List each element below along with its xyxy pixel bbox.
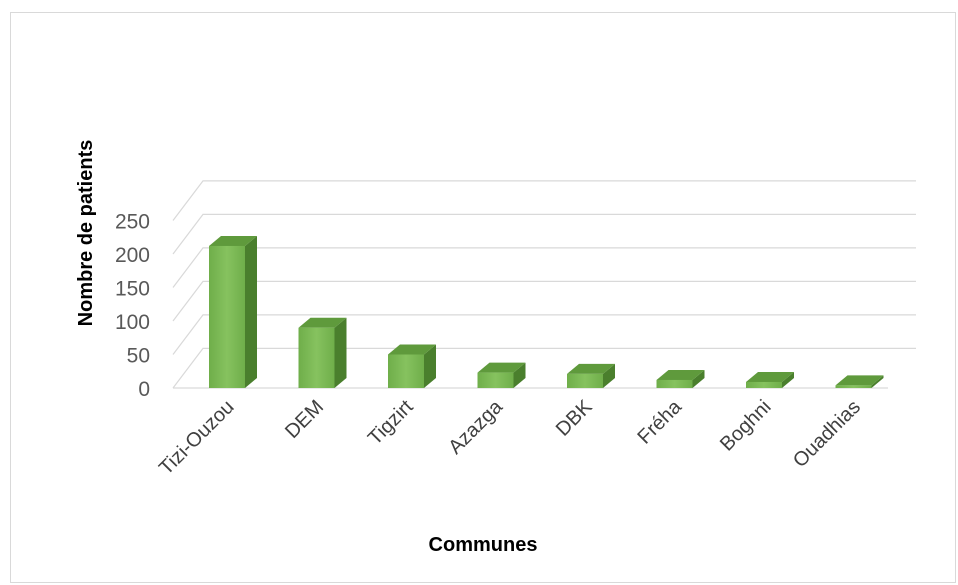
y-tick-label: 50 [127, 345, 150, 368]
bar [388, 344, 436, 388]
bar-side [782, 371, 794, 388]
x-tick-label: Boghni [716, 396, 776, 456]
bar [298, 317, 347, 388]
bar-side [334, 317, 347, 388]
x-tick-label: Ouadhias [789, 396, 865, 472]
bar-top [567, 363, 615, 374]
x-tick-label: DEM [281, 396, 328, 443]
y-tick-label: 250 [115, 211, 150, 234]
bar-top [209, 235, 257, 246]
bar-top [656, 369, 705, 380]
x-tick-label: DBK [552, 396, 597, 441]
bar [835, 375, 884, 388]
gridline [172, 280, 916, 322]
bar-front [567, 373, 603, 388]
bar-top [298, 317, 347, 328]
bar-front [388, 354, 424, 388]
bar-front [209, 245, 245, 388]
bar [746, 371, 794, 388]
bar-top [388, 344, 436, 355]
bar-front [835, 385, 872, 388]
y-axis-ticks: 0 50 100 150 200 250 [115, 211, 150, 402]
bar-side [245, 235, 257, 388]
bars [209, 235, 884, 388]
x-tick-label: Fréha [634, 395, 687, 448]
gridlines [172, 180, 916, 389]
bar-front [746, 381, 782, 388]
bar-side [513, 362, 526, 388]
y-tick-label: 150 [115, 278, 150, 301]
x-tick-label: Tizi-Ouzou [155, 396, 238, 479]
chart-frame [10, 12, 956, 583]
gridline [172, 213, 916, 255]
y-tick-label: 0 [138, 378, 150, 401]
bar [656, 369, 705, 388]
gridline [172, 180, 916, 221]
x-axis-ticks: Tizi-Ouzou DEM Tigzirt Azazga DBK Fréha Boghni… [155, 395, 865, 479]
y-axis-title: Nombre de patients [75, 140, 97, 327]
x-tick-label: Tigzirt [364, 396, 418, 450]
bar-front [656, 379, 693, 388]
bar-top [746, 371, 794, 382]
bar-front [298, 327, 335, 388]
x-tick-label: Azazga [444, 395, 507, 458]
bar-front [477, 372, 514, 388]
x-axis-title: Communes [429, 534, 538, 556]
y-tick-label: 200 [115, 244, 150, 267]
gridline [172, 247, 916, 288]
bar-side [871, 375, 884, 388]
bar-top [835, 375, 884, 386]
gridline [172, 347, 916, 389]
bar [209, 235, 257, 388]
y-tick-label: 100 [115, 311, 150, 334]
bar-side [603, 363, 615, 388]
bar-side [692, 369, 705, 388]
bar-side [424, 344, 436, 388]
bar-top [477, 362, 526, 373]
gridline [172, 314, 916, 355]
bar [567, 363, 615, 388]
bar [477, 362, 526, 388]
